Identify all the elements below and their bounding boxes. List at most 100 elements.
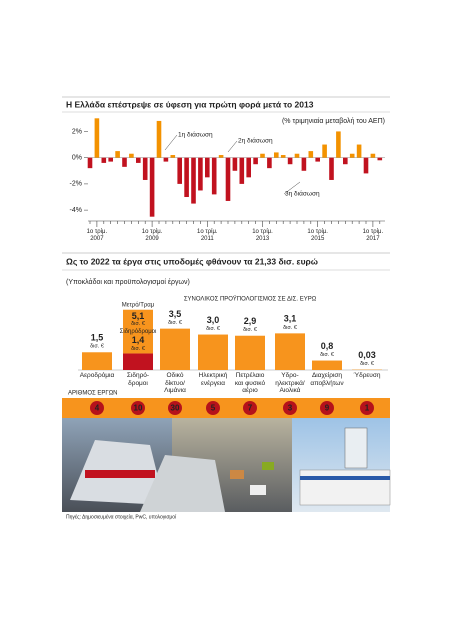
project-count: 10 — [134, 404, 143, 413]
project-badge — [243, 401, 257, 415]
project-badge — [283, 401, 297, 415]
unit-label: δισ. € — [131, 321, 145, 327]
bar — [322, 144, 327, 158]
bar — [108, 157, 113, 162]
unit-label: δισ. € — [131, 346, 145, 352]
chart-subtitle: (Υποκλάδοι και προϋπολογισμοί έργων) — [66, 278, 190, 286]
bar — [274, 152, 279, 158]
bar — [315, 157, 320, 162]
annotation: 1η διάσωση — [178, 131, 213, 139]
bar — [280, 155, 286, 158]
project-count: 7 — [248, 404, 253, 413]
bar — [267, 157, 272, 169]
bar — [94, 118, 100, 158]
annotation: 3η διάσωση — [285, 190, 320, 198]
bar — [211, 157, 217, 195]
x-tick-label: 1ο τρίμ. 2015 — [307, 229, 328, 242]
bar — [260, 153, 265, 158]
bar — [232, 157, 238, 171]
project-badge — [360, 401, 374, 415]
car — [230, 470, 244, 479]
source: Πηγές: Δημοσιευμένα στοιχεία, PwC, υπολο… — [66, 513, 177, 520]
project-count: 1 — [365, 404, 370, 413]
bar — [191, 157, 196, 204]
bar — [225, 157, 231, 201]
train-stripe — [85, 470, 155, 478]
chart-title: Ως το 2022 τα έργα στις υποδομές φθάνουν… — [66, 256, 318, 266]
bar — [329, 157, 334, 180]
value-label: 2,9 — [244, 316, 257, 326]
bar — [253, 157, 258, 165]
bar — [235, 335, 265, 370]
unit-label: δισ. € — [168, 320, 182, 326]
project-count: 3 — [288, 404, 293, 413]
bar — [129, 153, 134, 158]
bar — [377, 157, 383, 161]
project-count: 30 — [171, 404, 180, 413]
terminal — [299, 469, 391, 506]
bar — [287, 157, 293, 165]
bar — [115, 151, 120, 158]
segment-name: Μετρό/Τραμ — [122, 301, 155, 308]
projects-strip — [62, 398, 390, 418]
bar-segment — [123, 353, 153, 370]
annotation-leader — [164, 134, 178, 151]
value-label: 3,5 — [169, 309, 182, 319]
bar-segment — [123, 309, 153, 354]
segment-name: Σιδηρόδρομοι — [120, 328, 157, 335]
x-tick-label: Οδικό δίκτυο/ Λιμάνια — [164, 372, 186, 394]
bar — [101, 157, 107, 163]
unit-label: δισ. € — [90, 344, 104, 350]
bar — [205, 157, 210, 178]
bar — [156, 120, 162, 158]
x-tick-label: 1ο τρίμ. 2011 — [197, 229, 218, 242]
bar — [198, 334, 228, 370]
terminal-sign — [300, 476, 390, 480]
bar — [363, 157, 369, 174]
project-badge — [90, 401, 104, 415]
bar — [177, 157, 182, 184]
annotation-leader — [227, 140, 238, 153]
bar — [122, 157, 127, 167]
x-tick-label: Ηλεκτρική ενέργεια — [198, 372, 228, 387]
annotation: 2η διάσωση — [238, 137, 273, 145]
bar — [82, 352, 112, 370]
bar — [198, 157, 203, 191]
bar — [239, 157, 245, 184]
value-label: 3,1 — [284, 314, 297, 324]
bar — [343, 157, 348, 165]
value-label: 0,03 — [358, 350, 376, 360]
value-label: 1,4 — [132, 335, 145, 345]
annotation-leader — [283, 181, 301, 195]
unit-label: δισ. € — [320, 352, 334, 358]
project-badge — [320, 401, 334, 415]
bar — [356, 144, 362, 158]
value-label: 0,8 — [321, 341, 334, 351]
chart-subtitle: (% τριμηνιαία μεταβολή του ΑΕΠ) — [282, 117, 385, 125]
bar — [142, 157, 148, 180]
bar — [160, 328, 190, 370]
bar — [349, 153, 355, 158]
unit-label: δισ. € — [243, 327, 257, 333]
y-tick-label: 2% — [72, 128, 82, 135]
project-badge — [131, 401, 145, 415]
car — [262, 462, 274, 470]
project-count: 5 — [211, 404, 216, 413]
value-label: 5,1 — [132, 311, 145, 321]
bar — [170, 155, 176, 158]
x-tick-label: Υδρο- ηλεκτρικά/ Αιολικά — [275, 372, 305, 394]
bar — [149, 157, 155, 217]
bar — [294, 153, 300, 158]
bar — [301, 157, 307, 171]
bar — [312, 360, 342, 370]
unit-label: δισ. € — [360, 361, 374, 367]
value-label: 3,0 — [207, 315, 220, 325]
project-badge — [168, 401, 182, 415]
bar — [275, 333, 305, 370]
unit-label: δισ. € — [206, 326, 220, 332]
bar — [184, 157, 189, 198]
x-tick-label: Αεροδρόμια — [79, 372, 115, 379]
y-tick-label: 0% — [72, 155, 82, 162]
x-tick-label: 1ο τρίμ. 2017 — [362, 229, 384, 242]
chart-title: Η Ελλάδα επέστρεψε σε ύφεση για πρώτη φο… — [66, 99, 314, 109]
